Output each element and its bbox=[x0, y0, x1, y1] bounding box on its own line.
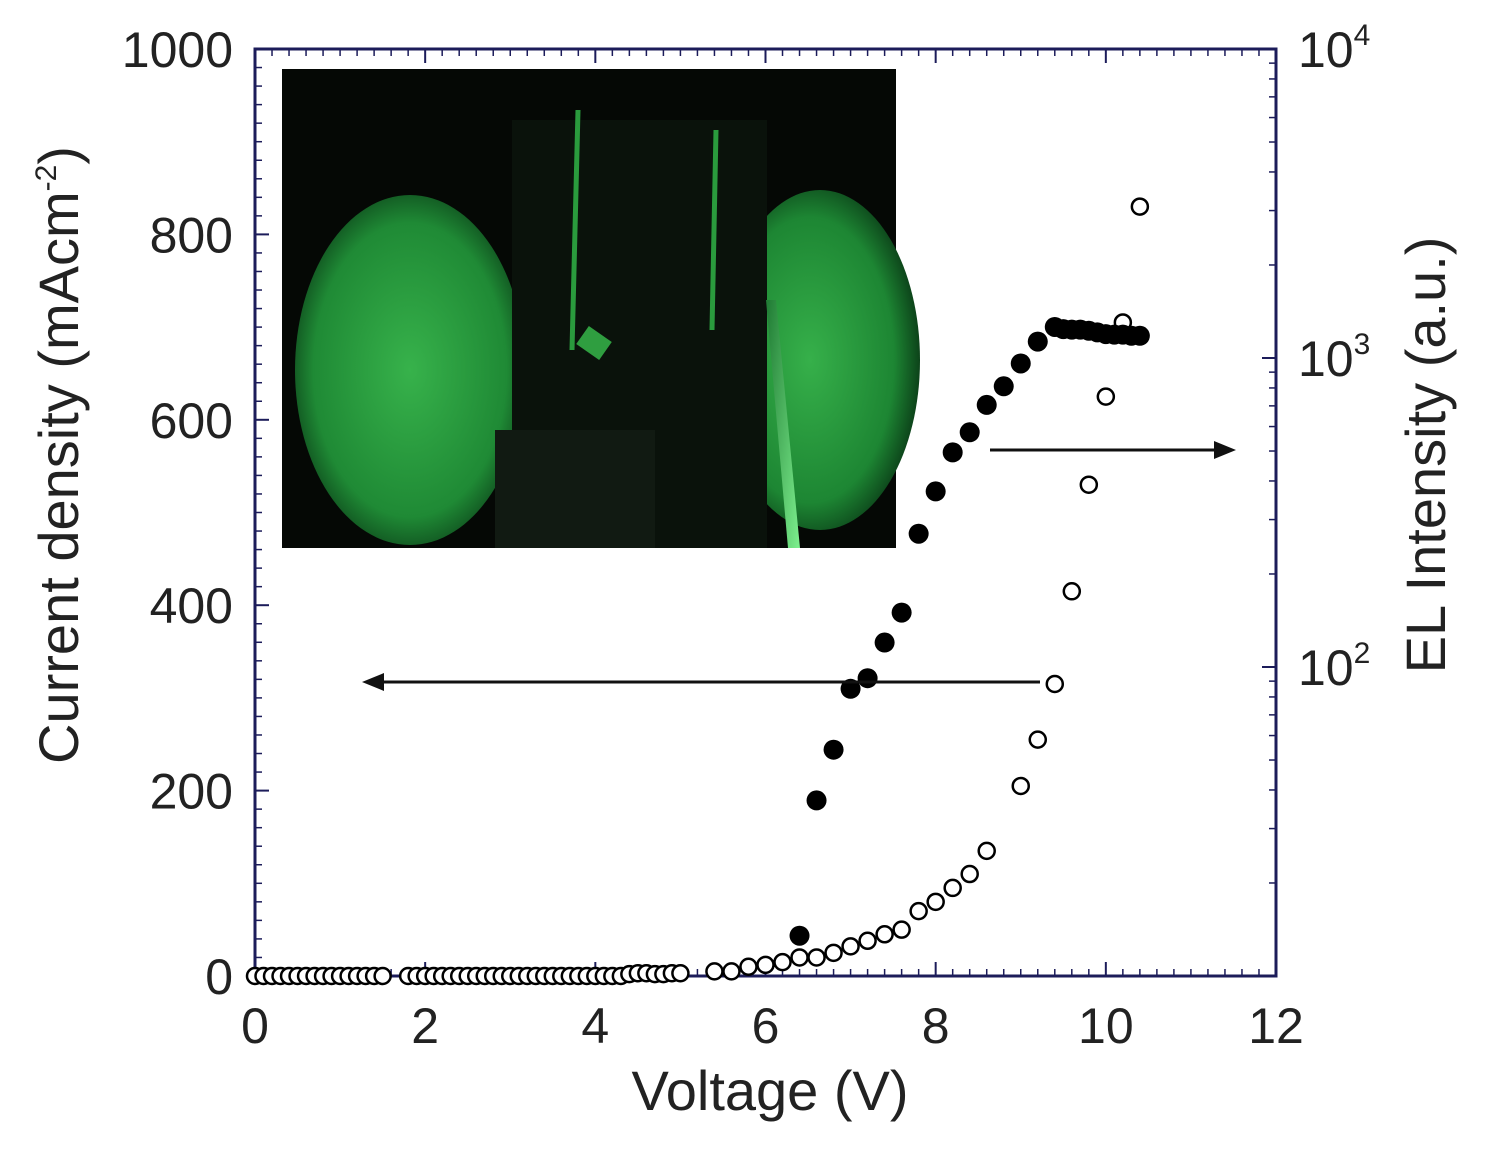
current-density-point bbox=[773, 952, 792, 972]
el-intensity-point bbox=[874, 632, 895, 653]
y-tick-label: 200 bbox=[150, 764, 233, 820]
y-axis-label-text: Current density (mAcm bbox=[27, 191, 90, 764]
current-density-point bbox=[1096, 387, 1116, 406]
current-density-point bbox=[373, 966, 392, 986]
arrow-to-left-axis bbox=[362, 673, 1040, 691]
y2-tick-label: 104 bbox=[1298, 19, 1370, 78]
el-intensity-point bbox=[857, 668, 878, 689]
el-intensity-point bbox=[925, 481, 946, 502]
x-axis-label: Voltage (V) bbox=[631, 1059, 908, 1122]
el-intensity-point bbox=[942, 442, 963, 463]
y2-tick-label: 102 bbox=[1298, 637, 1370, 696]
inset-device-base bbox=[495, 430, 655, 548]
inset-glow-right bbox=[720, 190, 920, 530]
current-density-point bbox=[1130, 197, 1150, 216]
el-intensity-point bbox=[840, 678, 861, 699]
current-density-point bbox=[671, 963, 690, 983]
x-tick-label: 12 bbox=[1248, 998, 1304, 1054]
x-tick-label: 8 bbox=[922, 998, 950, 1054]
x-tick-label: 4 bbox=[581, 998, 609, 1054]
y-axis-label: Current density (mAcm-2) bbox=[27, 146, 90, 764]
y-tick-label: 1000 bbox=[122, 22, 233, 78]
arrow-to-right-axis bbox=[990, 441, 1236, 459]
x-tick-label: 0 bbox=[241, 998, 269, 1054]
inset-photo bbox=[282, 69, 920, 548]
ticks-layer: 0 2 4 6 8 10 12 0 200 400 600 800 1000 102 103 104 bbox=[122, 19, 1371, 1054]
el-intensity-point bbox=[789, 925, 810, 946]
y2-axis-label: EL Intensity (a.u.) bbox=[1394, 237, 1457, 674]
x-tick-label: 10 bbox=[1078, 998, 1134, 1054]
inset-electrode-left bbox=[569, 109, 581, 351]
current-density-point bbox=[977, 841, 996, 861]
current-density-point bbox=[756, 955, 775, 975]
y-axis-label-close: ) bbox=[27, 146, 90, 165]
current-density-point bbox=[824, 943, 843, 963]
current-density-point bbox=[841, 937, 860, 956]
current-density-point bbox=[705, 962, 724, 981]
inset-glow-spot bbox=[576, 325, 612, 361]
inset-electrode-right bbox=[709, 129, 719, 331]
current-density-point bbox=[1011, 776, 1030, 796]
el-intensity-point bbox=[891, 602, 912, 623]
current-density-point bbox=[858, 931, 877, 951]
current-density-point bbox=[875, 925, 894, 944]
el-intensity-point bbox=[976, 394, 997, 415]
el-intensity-point bbox=[993, 376, 1014, 397]
y-tick-label: 0 bbox=[205, 949, 233, 1005]
el-intensity-point bbox=[1027, 331, 1048, 352]
y-tick-label: 400 bbox=[150, 578, 233, 634]
el-intensity-point bbox=[823, 739, 844, 760]
current-density-point bbox=[926, 892, 945, 912]
current-density-point bbox=[1079, 475, 1099, 494]
x-tick-label: 2 bbox=[411, 998, 439, 1054]
x-tick-label: 6 bbox=[752, 998, 780, 1054]
current-density-point bbox=[909, 901, 928, 921]
current-density-point bbox=[943, 878, 962, 898]
current-density-point bbox=[739, 957, 758, 976]
current-density-point bbox=[960, 864, 979, 884]
el-intensity-point bbox=[908, 523, 929, 544]
current-density-point bbox=[1045, 674, 1065, 694]
inset-light-beam bbox=[766, 300, 800, 548]
current-density-point bbox=[1028, 730, 1048, 749]
current-density-point bbox=[807, 948, 826, 967]
current-density-point bbox=[722, 962, 741, 981]
y2-tick-label: 103 bbox=[1298, 328, 1370, 387]
el-intensity-point bbox=[806, 790, 827, 811]
y-tick-label: 800 bbox=[150, 207, 233, 263]
inset-glow-left bbox=[295, 195, 525, 545]
current-density-point bbox=[1062, 582, 1082, 601]
y-axis-label-sup: -2 bbox=[30, 165, 63, 192]
el-intensity-point bbox=[959, 422, 980, 443]
el-intensity-point bbox=[1129, 325, 1150, 346]
y-tick-label: 600 bbox=[150, 393, 233, 449]
current-density-point bbox=[790, 948, 809, 967]
current-density-point bbox=[892, 920, 911, 939]
el-intensity-point bbox=[1010, 353, 1031, 374]
